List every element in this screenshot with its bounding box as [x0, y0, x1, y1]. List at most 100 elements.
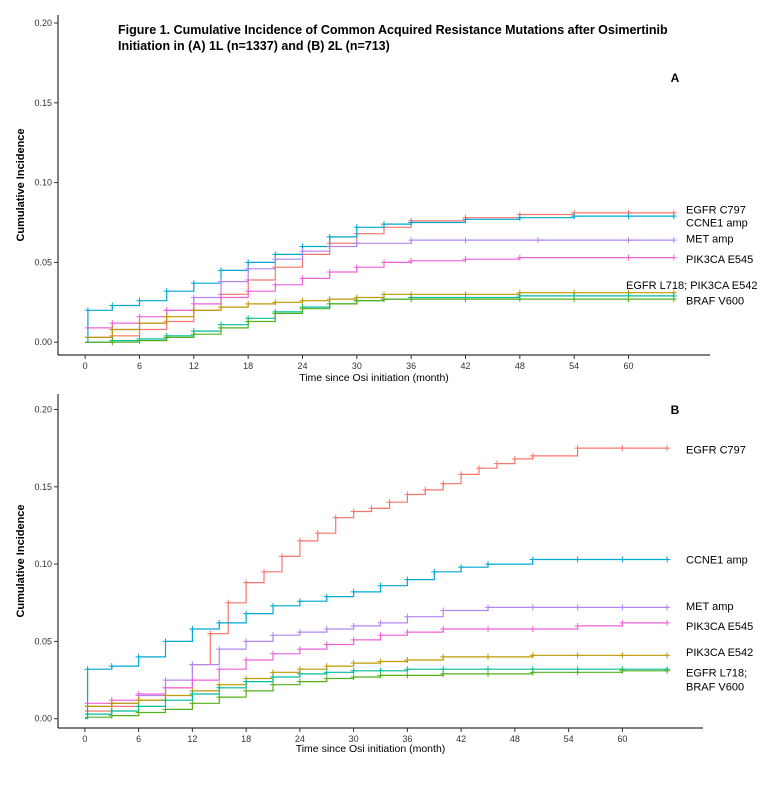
panel-a-censor-mark-ccne1-amp [190, 280, 197, 287]
panel-b-censor-mark-egfr-l718 [135, 703, 142, 710]
panel-a-censor-mark-braf-v600 [218, 324, 224, 331]
panel-a-series-ccne1-amp [84, 213, 677, 343]
panel-a-censor-mark-braf-v600 [571, 296, 578, 303]
panel-a-censor-mark-met-amp [534, 237, 541, 244]
panel-b-censor-mark-braf-v600 [270, 681, 276, 688]
panel-b-censor-mark-braf-v600 [377, 672, 384, 679]
panel-a-label-egfr-l718-pik3ca-e542: EGFR L718; PIK3CA E542 [626, 280, 757, 292]
panel-a-censor-mark-pik3ca-e542 [190, 307, 197, 314]
panel-a-series-braf-v600 [85, 296, 677, 346]
panel-a-censor-mark-met-amp [670, 237, 677, 244]
panel-b-censor-mark-braf-v600 [529, 669, 536, 676]
panel-b-censor-mark-egfr-l718 [270, 673, 276, 680]
panel-a-censor-mark-braf-v600 [109, 339, 116, 346]
panel-a-censor-mark-met-amp [218, 278, 224, 285]
panel-a-censor-mark-pik3ca-e545 [625, 254, 632, 261]
panel-b-censor-mark-pik3ca-e545 [440, 626, 447, 633]
panel-b-censor-mark-ccne1-amp [377, 582, 384, 589]
panel-b-x-tick-label: 36 [402, 734, 412, 744]
panel-a-label-met-amp: MET amp [686, 233, 733, 245]
panel-b-censor-mark-pik3ca-e542 [440, 653, 447, 660]
panel-a-censor-mark-ccne1-amp [408, 219, 415, 226]
panel-a-label-ccne1-amp: CCNE1 amp [686, 218, 748, 230]
panel-b-censor-mark-pik3ca-e545 [529, 626, 536, 633]
panel-b-censor-mark-ccne1-amp [216, 619, 223, 626]
panel-a-censor-mark-ccne1-amp [462, 216, 469, 223]
panel-a-censor-mark-pik3ca-e545 [326, 268, 333, 275]
panel-b-censor-mark-egfr-c797 [261, 568, 268, 575]
panel-b-censor-mark-pik3ca-e545 [323, 641, 330, 648]
panel-b-censor-mark-ccne1-amp [296, 598, 303, 605]
panel-b-censor-mark-egfr-c797 [332, 514, 339, 521]
panel-b-censor-mark-ccne1-amp [529, 556, 536, 563]
panel-a-censor-mark-ccne1-amp [109, 302, 116, 309]
panel-b-censor-mark-ccne1-amp [135, 653, 142, 660]
panel-b-x-axis-label: Time since Osi initiation (month) [296, 743, 446, 755]
panel-a-line-egfr-l718 [85, 295, 674, 343]
panel-b-censor-mark-ccne1-amp [485, 561, 491, 568]
panel-a-censor-mark-pik3ca-e542 [218, 304, 224, 311]
panel-b-label-pik3ca-e542: PIK3CA E542 [686, 647, 753, 659]
panel-b-censor-mark-egfr-c797 [350, 508, 357, 515]
panel-a-censor-mark-met-amp [299, 248, 306, 255]
panel-b-censor-mark-met-amp [404, 613, 411, 620]
panel-a-censor-mark-ccne1-amp [353, 224, 360, 231]
panel-b-censor-mark-braf-v600 [162, 706, 169, 713]
panel-a-censor-mark-braf-v600 [190, 331, 197, 338]
panel-a-censor-mark-pik3ca-e545 [245, 288, 252, 295]
panel-b-censor-mark-egfr-l718 [243, 678, 250, 685]
panel-a-letter: A [671, 71, 680, 85]
panel-a-censor-mark-braf-v600 [136, 337, 143, 344]
panel-b-censor-mark-egfr-c797 [440, 480, 447, 487]
panel-b-censor-mark-ccne1-amp [84, 666, 91, 673]
panel-b-line-met-amp [84, 606, 668, 707]
panel-b-censor-mark-pik3ca-e542 [619, 652, 626, 659]
panel-a-censor-mark-pik3ca-e545 [516, 254, 523, 261]
panel-b-censor-mark-egfr-l718 [350, 667, 357, 674]
panel-a-x-tick-label: 36 [406, 361, 416, 371]
panel-b-censor-mark-pik3ca-e545 [574, 622, 581, 629]
panel-b-censor-mark-egfr-l718 [296, 670, 303, 677]
panel-a-censor-mark-braf-v600 [408, 296, 415, 303]
panel-a-censor-mark-pik3ca-e545 [272, 281, 279, 288]
panel-a-series-met-amp [85, 237, 677, 338]
panel-b-censor-mark-egfr-c797 [225, 599, 232, 606]
panel-b-censor-mark-ccne1-amp [574, 556, 581, 563]
panel-a-y-tick-label: 0.05 [34, 257, 52, 267]
panel-b-line-pik3ca-e545 [84, 622, 668, 704]
panel-b-censor-mark-pik3ca-e545 [162, 684, 169, 691]
panel-b-censor-mark-egfr-l718 [216, 684, 223, 691]
panel-a-censor-mark-met-amp [462, 237, 469, 244]
panel-b-censor-mark-met-amp [270, 632, 276, 639]
panel-a-censor-mark-pik3ca-e545 [408, 257, 415, 264]
panel-a-censor-mark-braf-v600 [272, 310, 279, 317]
panel-a-line-egfr-c797 [85, 212, 674, 343]
panel-b-censor-mark-met-amp [296, 629, 303, 636]
panel-a-series-egfr-c797 [85, 209, 677, 343]
panel-b-label-pik3ca-e545: PIK3CA E545 [686, 621, 753, 633]
panel-b-series-pik3ca-e542 [84, 652, 671, 707]
panel-b-censor-mark-braf-v600 [440, 670, 447, 677]
panel-a-line-pik3ca-e542 [85, 292, 674, 338]
panel-a-y-tick-label: 0.10 [34, 178, 52, 188]
panel-b-censor-mark-met-amp [350, 622, 357, 629]
panel-b-line-egfr-l718 [84, 668, 668, 715]
panel-b-censor-mark-ccne1-amp [108, 663, 115, 670]
panel-b-censor-mark-braf-v600 [216, 694, 223, 701]
figure-title: Figure 1. Cumulative Incidence of Common… [118, 23, 668, 53]
panel-b-censor-mark-braf-v600 [404, 672, 411, 679]
panel-a-censor-mark-pik3ca-e545 [218, 294, 224, 301]
panel-b-censor-mark-ccne1-amp [243, 610, 250, 617]
panel-a-censor-mark-ccne1-amp [625, 213, 632, 220]
panel-a-censor-mark-braf-v600 [625, 296, 632, 303]
panel-b-censor-mark-ccne1-amp [350, 588, 357, 595]
panel-b-series-egfr-l718 [84, 666, 671, 715]
panel-b-censor-mark-pik3ca-e542 [377, 658, 384, 665]
panel-b-censor-mark-egfr-c797 [404, 491, 411, 498]
panel-b-line-braf-v600 [84, 670, 668, 718]
panel-b-series-ccne1-amp [84, 556, 671, 720]
panel-a-x-tick-label: 18 [243, 361, 253, 371]
panel-a-x-tick-label: 12 [189, 361, 199, 371]
panel-a: 0.00 0.05 0.10 0.15 0.20 0 6 12 18 24 30 36 42 48 54 60… [15, 15, 757, 384]
panel-a-censor-mark-pik3ca-e545 [462, 256, 469, 263]
